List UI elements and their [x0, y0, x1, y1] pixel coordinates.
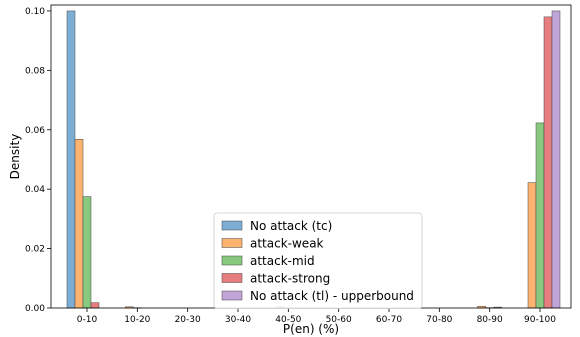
legend: No attack (tc) attack-weak attack-mid attac… — [213, 212, 423, 309]
x-tick-label: 0-10 — [77, 315, 98, 325]
legend-box — [213, 212, 423, 309]
y-axis-label: Density — [8, 134, 22, 180]
legend-entry: attack-strong — [250, 272, 330, 286]
legend-swatch — [221, 273, 243, 283]
bar-attack-strong-90-100 — [543, 16, 553, 309]
legend-swatch — [221, 255, 243, 266]
bar-attack-mid-0-10 — [82, 196, 92, 309]
x-tick-label: 60-70 — [376, 315, 402, 325]
y-tick-label: 0.06 — [25, 126, 45, 136]
x-tick-label: 10-20 — [124, 315, 150, 325]
bar-attack-strong-0-10 — [90, 302, 100, 309]
legend-entry: No attack (tl) - upperbound — [250, 289, 414, 303]
y-tick-label: 0.00 — [25, 304, 45, 314]
x-axis: 0-10 10-20 20-30 30-40 40-50 50-60 60-70 70-80 8… — [77, 308, 556, 325]
y-tick-label: 0.08 — [25, 66, 45, 76]
x-tick-label: 50-60 — [326, 315, 352, 325]
x-tick-label: 80-90 — [477, 315, 503, 325]
legend-entry: No attack (tc) — [250, 219, 332, 233]
bar-no-attack-tc--0-10 — [66, 10, 76, 309]
x-tick-label: 40-50 — [275, 315, 301, 325]
legend-entry: attack-mid — [250, 254, 315, 268]
x-axis-label: P(en) (%) — [283, 322, 339, 336]
bar-no-attack-tl-upperbound-90-100 — [551, 10, 561, 309]
bar-attack-weak-0-10 — [74, 139, 84, 309]
y-tick-label: 0.10 — [25, 7, 45, 17]
x-tick-label: 90-100 — [524, 315, 556, 325]
y-tick-label: 0.04 — [25, 185, 45, 195]
x-tick-label: 30-40 — [225, 315, 251, 325]
bars-layer — [66, 10, 561, 309]
y-axis: 0.00 0.02 0.04 0.06 0.08 0.10 — [25, 7, 51, 314]
legend-swatch — [221, 220, 243, 231]
y-tick-label: 0.02 — [25, 245, 45, 255]
x-tick-label: 20-30 — [175, 315, 201, 325]
x-tick-label: 70-80 — [426, 315, 452, 325]
bar-attack-weak-90-100 — [527, 182, 537, 309]
legend-entry: attack-weak — [250, 237, 324, 251]
legend-swatch — [221, 238, 243, 248]
legend-swatch — [221, 290, 243, 301]
bar-attack-mid-90-100 — [535, 122, 545, 309]
